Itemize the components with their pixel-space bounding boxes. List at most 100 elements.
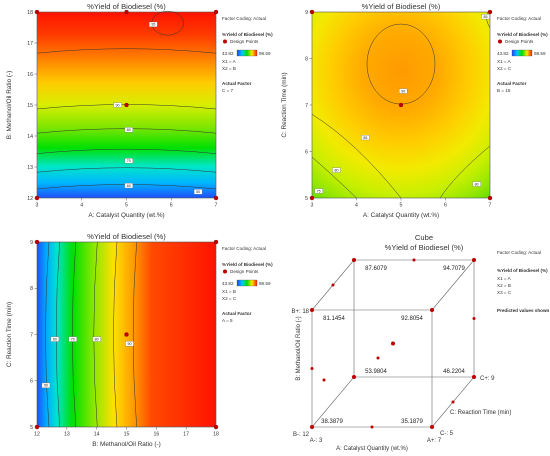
legend-marker-label: Design Points [230, 269, 259, 274]
legend-marker-label: Design Points [505, 39, 534, 44]
cube-edge-point [412, 258, 416, 262]
contour-label-box [314, 188, 323, 194]
legend-marker [223, 39, 227, 44]
legend-x1: X1 = A [497, 59, 512, 64]
cube-corner-point [430, 425, 434, 429]
x-tick-label: 15 [124, 432, 130, 438]
contour-label-box [92, 336, 101, 342]
contour-label-box [193, 189, 203, 195]
cube-corner-value: 81.1454 [323, 316, 345, 322]
y-tick-label: 17 [27, 41, 33, 47]
contour-line [311, 156, 357, 199]
cube-b-low: B-: 12 [293, 432, 310, 438]
contour-line [93, 241, 98, 428]
legend-max: 98.59 [259, 281, 271, 286]
legend-x1: X1 = B [222, 289, 236, 294]
x-axis-label: B: Methanol/Oil Ratio (-) [92, 441, 161, 448]
design-point [34, 195, 40, 201]
cube-factor-coding: Factor Coding: Actual [497, 250, 541, 255]
cube-corner-value: 87.6079 [365, 266, 387, 272]
cube-a-low: A-: 3 [310, 438, 323, 444]
contour-label: 80 [334, 168, 338, 172]
cube-b-high: B+: 18 [291, 309, 309, 315]
contour-line [36, 148, 217, 154]
contour-line [72, 241, 77, 428]
contour-line [36, 48, 217, 54]
design-point [398, 102, 404, 108]
factor-coding: Factor Coding: Actual [222, 16, 266, 21]
contour-label-box [472, 181, 481, 187]
design-point [309, 195, 315, 201]
contour-label-box [149, 21, 158, 27]
y-tick-label: 6 [305, 149, 308, 155]
contour-label: 70 [71, 337, 75, 341]
contour-label: 75 [317, 189, 321, 193]
legend-marker [498, 39, 502, 44]
cube-edge [431, 259, 475, 311]
cube-c-low: C-: 5 [440, 431, 454, 437]
cube-edge-point [331, 283, 335, 287]
design-point [213, 239, 219, 245]
y-tick-label: 15 [27, 103, 33, 109]
cube-corner-point [430, 308, 434, 312]
cube-corner-value: 94.7079 [443, 266, 465, 272]
legend-marker [223, 269, 227, 274]
contour-label: 80 [95, 337, 99, 341]
contour-label: 70 [127, 159, 131, 163]
cube-z-label: C: Reaction Time (min) [450, 410, 511, 416]
x-tick-label: 16 [153, 432, 159, 438]
legend-title: %Yield of Biodiesel (%) [222, 32, 273, 37]
legend-x2: X2 = C [497, 66, 512, 71]
legend-x1: X1 = A [222, 59, 237, 64]
cube-legend-title: %Yield of Biodiesel (%) [497, 268, 548, 273]
cube-corner-point [310, 308, 314, 312]
design-point [124, 332, 129, 337]
x-axis-label: A: Catalyst Quantity (wt.%) [363, 212, 439, 219]
x-tick-label: 4 [80, 203, 83, 209]
contour-label: 60 [127, 184, 131, 188]
contour-label-box [125, 341, 134, 347]
contour-label: 90 [127, 342, 131, 346]
legend-title: %Yield of Biodiesel (%) [497, 32, 548, 37]
y-axis-label: C: Reaction Time (min) [281, 72, 288, 137]
legend-max: 98.59 [259, 51, 271, 56]
cube-note: Predicted values shown [497, 308, 550, 313]
actual-factor-title: Actual Factor [497, 81, 527, 86]
y-tick-label: 14 [27, 134, 33, 140]
y-tick-label: 16 [27, 72, 33, 78]
x-tick-label: 5 [125, 203, 128, 209]
cube-inner-point [322, 378, 326, 382]
y-tick-label: 9 [30, 240, 33, 246]
cube-corner-value: 53.9804 [365, 369, 387, 375]
contour-label-box [399, 88, 408, 94]
contour-label: 80 [127, 128, 131, 132]
design-point [34, 9, 40, 15]
design-point [487, 195, 493, 201]
legend-max: 98.59 [534, 51, 546, 56]
chart-title: %Yield of Biodiesel (%) [362, 2, 441, 11]
legend-x2: X2 = C [222, 296, 237, 301]
legend-colorbar [236, 49, 258, 57]
legend-min: 43.82 [222, 281, 234, 286]
contour-line [439, 145, 491, 199]
actual-factor-title: Actual Factor [222, 311, 252, 316]
contour-label: 60 [53, 337, 57, 341]
cube-corner-point [310, 425, 314, 429]
cube-edge [311, 376, 355, 428]
factor-coding: Factor Coding: Actual [222, 246, 266, 251]
x-tick-label: 3 [311, 203, 314, 209]
actual-factor-value: C = 7 [222, 88, 234, 93]
actual-factor-value: B = 15 [497, 88, 511, 93]
design-point [309, 9, 315, 15]
design-point [124, 9, 129, 15]
chart-title: %Yield of Biodiesel (%) [87, 2, 166, 11]
design-point [124, 102, 129, 108]
x-tick-label: 6 [170, 203, 173, 209]
x-tick-label: 7 [215, 203, 218, 209]
x-tick-label: 7 [489, 203, 492, 209]
design-point [213, 9, 219, 15]
y-tick-label: 12 [27, 196, 33, 202]
x-tick-label: 6 [444, 203, 447, 209]
design-point [34, 239, 40, 245]
